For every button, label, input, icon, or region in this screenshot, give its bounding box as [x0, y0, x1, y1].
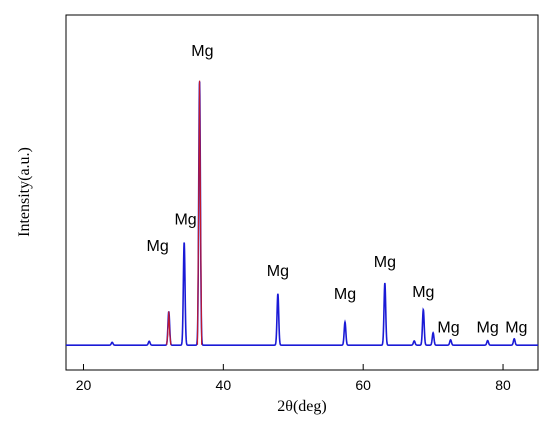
y-axis-label: Intensity(a.u.)	[16, 147, 33, 237]
peak-label-mg: Mg	[374, 254, 396, 271]
overlay-peak-line	[166, 311, 172, 345]
plot-frame	[65, 14, 539, 371]
peak-label-mg: Mg	[174, 211, 196, 228]
series-layer	[66, 80, 538, 346]
xrd-pattern-line	[66, 81, 538, 346]
peak-label-mg: Mg	[146, 238, 168, 255]
x-tick-label: 40	[216, 377, 232, 393]
peak-label-mg: Mg	[267, 263, 289, 280]
x-axis-label: 2θ(deg)	[277, 398, 326, 415]
peak-label-mg: Mg	[437, 320, 459, 337]
x-tick-label: 80	[495, 377, 511, 393]
peak-label-mg: Mg	[505, 320, 527, 337]
x-axis-ticks: 20 40 60 80	[76, 364, 511, 393]
peak-label-mg: Mg	[191, 43, 213, 60]
peak-label-mg: Mg	[334, 286, 356, 303]
overlay-peak-line	[196, 80, 203, 345]
peak-label-mg: Mg	[412, 284, 434, 301]
peak-label-mg: Mg	[477, 320, 499, 337]
x-tick-label: 20	[76, 377, 92, 393]
peak-labels: Mg Mg Mg Mg Mg Mg Mg Mg Mg Mg	[146, 43, 527, 337]
x-tick-label: 60	[355, 377, 371, 393]
